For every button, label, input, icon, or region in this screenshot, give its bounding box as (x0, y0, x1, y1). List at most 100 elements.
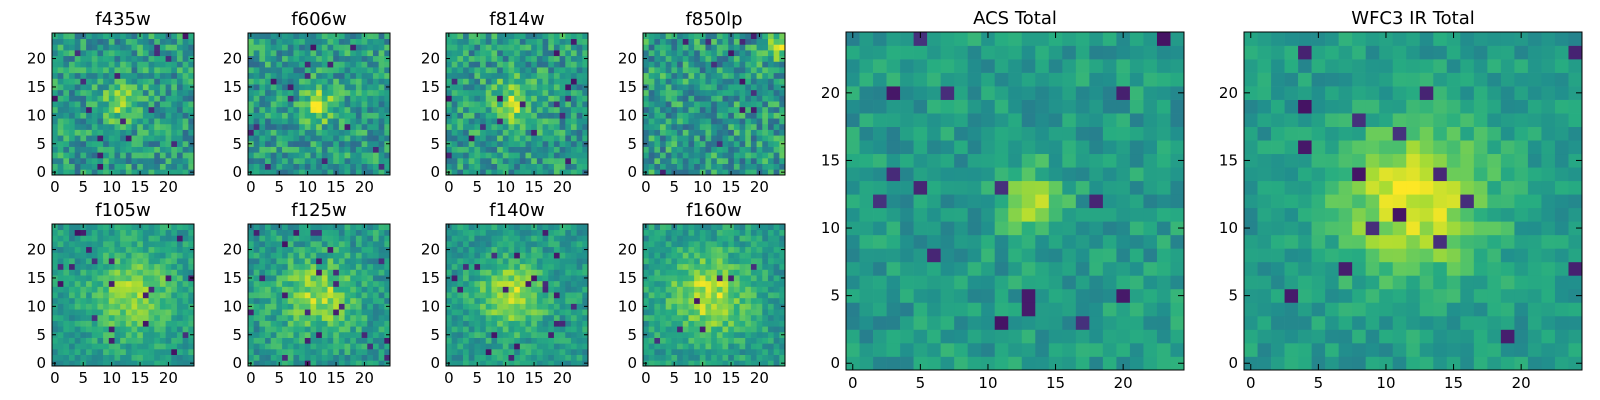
heatmap-cell (384, 263, 391, 270)
heatmap-cell (682, 33, 689, 40)
heatmap-cell (548, 314, 555, 321)
heatmap-cell (165, 326, 172, 333)
heatmap-cell (457, 252, 464, 259)
heatmap-cell (502, 78, 509, 85)
heatmap-cell (497, 152, 504, 159)
heatmap-cell (682, 123, 689, 130)
heatmap-cell (293, 297, 300, 304)
heatmap-cell (531, 297, 538, 304)
heatmap-cell (182, 263, 189, 270)
heatmap-cell (536, 152, 543, 159)
heatmap-cell (576, 44, 583, 51)
heatmap-cell (519, 309, 526, 316)
heatmap-cell (750, 95, 757, 102)
heatmap-cell (451, 224, 458, 231)
heatmap-cell (125, 50, 132, 57)
heatmap-cell (576, 314, 583, 321)
heatmap-cell (310, 72, 317, 79)
heatmap-cell (299, 246, 306, 253)
heatmap-cell (248, 44, 255, 51)
heatmap-cell (355, 263, 362, 270)
heatmap-cell (321, 337, 328, 344)
heatmap-cell (548, 286, 555, 293)
heatmap-cell (137, 44, 144, 51)
heatmap-cell (762, 72, 769, 79)
heatmap-cell (344, 326, 351, 333)
heatmap-cell (97, 118, 104, 125)
heatmap-cell (711, 61, 718, 68)
heatmap-cell (270, 286, 277, 293)
heatmap-cell (446, 118, 453, 125)
heatmap-cell (378, 252, 385, 259)
heatmap-cell (74, 343, 81, 350)
heatmap-cell (327, 241, 334, 248)
heatmap-cell (125, 95, 132, 102)
heatmap-cell (372, 252, 379, 259)
heatmap-cell (688, 50, 695, 57)
heatmap-cell (446, 135, 453, 142)
heatmap-cell (491, 55, 498, 62)
heatmap-cell (282, 89, 289, 96)
heatmap-cell (148, 286, 155, 293)
heatmap-cell (182, 38, 189, 45)
heatmap-cell (137, 78, 144, 85)
heatmap-cell (722, 292, 729, 299)
heatmap-cell (559, 292, 566, 299)
heatmap-cell (148, 348, 155, 355)
heatmap-cell (762, 101, 769, 108)
x-tick-label: 5 (669, 178, 679, 196)
heatmap-cell (750, 112, 757, 119)
heatmap-cell (137, 241, 144, 248)
heatmap-cell (148, 303, 155, 310)
heatmap-cell (154, 235, 161, 242)
heatmap-cell (688, 157, 695, 164)
heatmap-cell (63, 246, 70, 253)
heatmap-cell (276, 78, 283, 85)
heatmap-cell (182, 89, 189, 96)
heatmap-cell (165, 252, 172, 259)
heatmap-cell (553, 118, 560, 125)
heatmap-cell (762, 106, 769, 113)
heatmap-cell (367, 343, 374, 350)
heatmap-cell (531, 84, 538, 91)
heatmap-cell (739, 135, 746, 142)
heatmap-cell (688, 343, 695, 350)
heatmap-cell (682, 157, 689, 164)
heatmap-cell (188, 157, 195, 164)
heatmap-cell (86, 135, 93, 142)
heatmap-cell (321, 89, 328, 96)
heatmap-cell (716, 44, 723, 51)
heatmap-cell (91, 286, 98, 293)
heatmap-cell (745, 135, 752, 142)
heatmap-cell (171, 224, 178, 231)
heatmap-cell (282, 55, 289, 62)
heatmap-cell (745, 38, 752, 45)
heatmap-cell (63, 258, 70, 265)
heatmap-cell (91, 123, 98, 130)
heatmap-cell (497, 280, 504, 287)
heatmap-cell (463, 163, 470, 170)
heatmap-cell (321, 78, 328, 85)
heatmap-cell (114, 44, 121, 51)
heatmap-cell (643, 163, 650, 170)
heatmap-cell (548, 146, 555, 153)
heatmap-cell (125, 229, 132, 236)
heatmap-cell (259, 235, 266, 242)
heatmap-cell (699, 67, 706, 74)
heatmap-cell (86, 258, 93, 265)
heatmap-cell (468, 258, 475, 265)
heatmap-cell (361, 297, 368, 304)
heatmap-cell (182, 360, 189, 367)
heatmap-cell (287, 67, 294, 74)
heatmap-cell (74, 263, 81, 270)
heatmap-cell (694, 101, 701, 108)
heatmap-cell (316, 84, 323, 91)
heatmap-cell (570, 297, 577, 304)
heatmap-cell (536, 135, 543, 142)
heatmap-cell (333, 286, 340, 293)
heatmap-cell (114, 89, 121, 96)
heatmap-cell (750, 129, 757, 136)
heatmap-cell (188, 152, 195, 159)
heatmap-cell (276, 157, 283, 164)
heatmap-cell (372, 303, 379, 310)
